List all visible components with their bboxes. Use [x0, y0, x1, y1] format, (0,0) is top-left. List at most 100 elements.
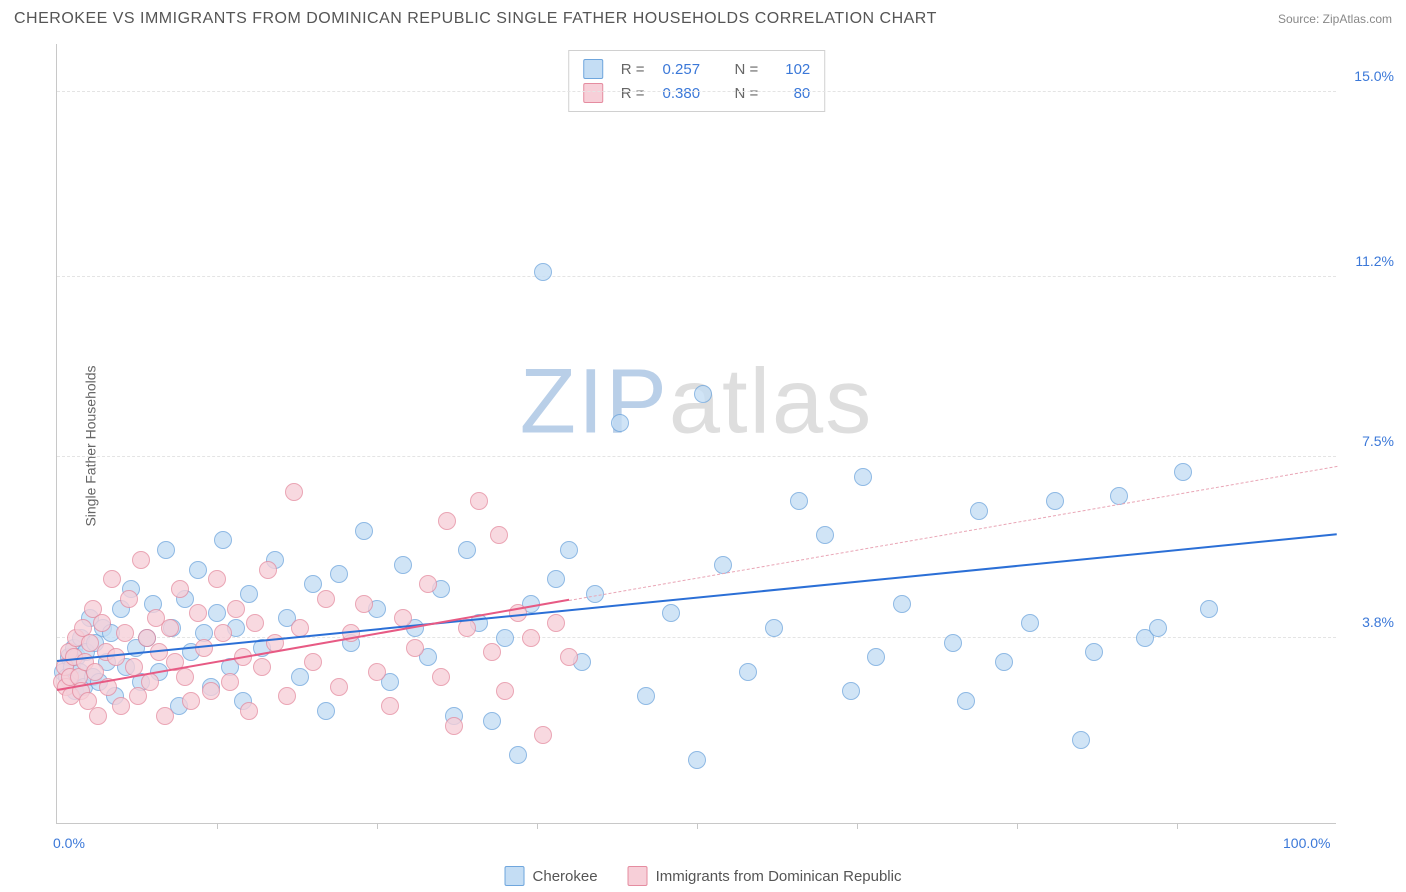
data-point	[304, 653, 322, 671]
data-point	[490, 526, 508, 544]
data-point	[893, 595, 911, 613]
legend-series-label: Immigrants from Dominican Republic	[656, 868, 902, 885]
data-point	[944, 634, 962, 652]
data-point	[227, 600, 245, 618]
legend-series: CherokeeImmigrants from Dominican Republ…	[505, 866, 902, 886]
data-point	[1021, 614, 1039, 632]
data-point	[330, 565, 348, 583]
data-point	[304, 575, 322, 593]
data-point	[138, 629, 156, 647]
data-point	[381, 697, 399, 715]
legend-n-value: 80	[776, 85, 810, 102]
watermark-zip: ZIP	[520, 351, 669, 453]
data-point	[1174, 463, 1192, 481]
legend-r-value: 0.380	[663, 85, 717, 102]
legend-n-label: N =	[735, 85, 759, 102]
y-tick-label: 11.2%	[1340, 253, 1394, 269]
x-minor-tick	[1017, 823, 1018, 829]
data-point	[202, 682, 220, 700]
data-point	[522, 629, 540, 647]
data-point	[86, 663, 104, 681]
gridline	[57, 456, 1336, 457]
data-point	[611, 414, 629, 432]
data-point	[765, 619, 783, 637]
y-tick-label: 3.8%	[1340, 614, 1394, 630]
legend-series-item: Immigrants from Dominican Republic	[628, 866, 902, 886]
data-point	[112, 697, 130, 715]
legend-n-label: N =	[735, 61, 759, 78]
data-point	[419, 575, 437, 593]
data-point	[406, 639, 424, 657]
data-point	[816, 526, 834, 544]
data-point	[355, 595, 373, 613]
data-point	[116, 624, 134, 642]
data-point	[534, 263, 552, 281]
source-label: Source: ZipAtlas.com	[1278, 12, 1392, 26]
data-point	[560, 648, 578, 666]
data-point	[739, 663, 757, 681]
data-point	[189, 561, 207, 579]
data-point	[246, 614, 264, 632]
data-point	[470, 492, 488, 510]
y-tick-label: 7.5%	[1340, 433, 1394, 449]
legend-stat-row: R =0.380N =80	[583, 81, 811, 105]
data-point	[157, 541, 175, 559]
x-minor-tick	[537, 823, 538, 829]
data-point	[355, 522, 373, 540]
legend-swatch	[628, 866, 648, 886]
legend-swatch	[583, 59, 603, 79]
data-point	[278, 687, 296, 705]
data-point	[240, 585, 258, 603]
x-minor-tick	[217, 823, 218, 829]
data-point	[445, 717, 463, 735]
y-tick-label: 15.0%	[1340, 68, 1394, 84]
data-point	[89, 707, 107, 725]
data-point	[208, 604, 226, 622]
x-minor-tick	[377, 823, 378, 829]
data-point	[330, 678, 348, 696]
data-point	[317, 702, 335, 720]
data-point	[129, 687, 147, 705]
data-point	[189, 604, 207, 622]
data-point	[208, 570, 226, 588]
data-point	[93, 614, 111, 632]
legend-r-value: 0.257	[663, 61, 717, 78]
gridline	[57, 276, 1336, 277]
data-point	[688, 751, 706, 769]
data-point	[368, 663, 386, 681]
data-point	[107, 648, 125, 666]
data-point	[662, 604, 680, 622]
data-point	[171, 580, 189, 598]
data-point	[176, 668, 194, 686]
data-point	[1200, 600, 1218, 618]
data-point	[1149, 619, 1167, 637]
legend-swatch	[505, 866, 525, 886]
data-point	[637, 687, 655, 705]
data-point	[496, 629, 514, 647]
legend-stat-row: R =0.257N =102	[583, 57, 811, 81]
data-point	[547, 570, 565, 588]
data-point	[259, 561, 277, 579]
chart-title: CHEROKEE VS IMMIGRANTS FROM DOMINICAN RE…	[14, 10, 937, 27]
watermark: ZIPatlas	[520, 350, 873, 455]
data-point	[995, 653, 1013, 671]
data-point	[547, 614, 565, 632]
x-minor-tick	[697, 823, 698, 829]
data-point	[842, 682, 860, 700]
data-point	[560, 541, 578, 559]
data-point	[214, 624, 232, 642]
data-point	[1046, 492, 1064, 510]
data-point	[694, 385, 712, 403]
data-point	[483, 643, 501, 661]
data-point	[103, 570, 121, 588]
x-tick-label: 100.0%	[1283, 835, 1330, 851]
x-minor-tick	[1177, 823, 1178, 829]
data-point	[854, 468, 872, 486]
legend-r-label: R =	[621, 61, 645, 78]
data-point	[182, 692, 200, 710]
data-point	[132, 551, 150, 569]
scatter-plot: ZIPatlas R =0.257N =102R =0.380N =80 3.8…	[56, 44, 1336, 824]
legend-stats: R =0.257N =102R =0.380N =80	[568, 50, 826, 112]
data-point	[120, 590, 138, 608]
trend-line	[569, 466, 1337, 601]
